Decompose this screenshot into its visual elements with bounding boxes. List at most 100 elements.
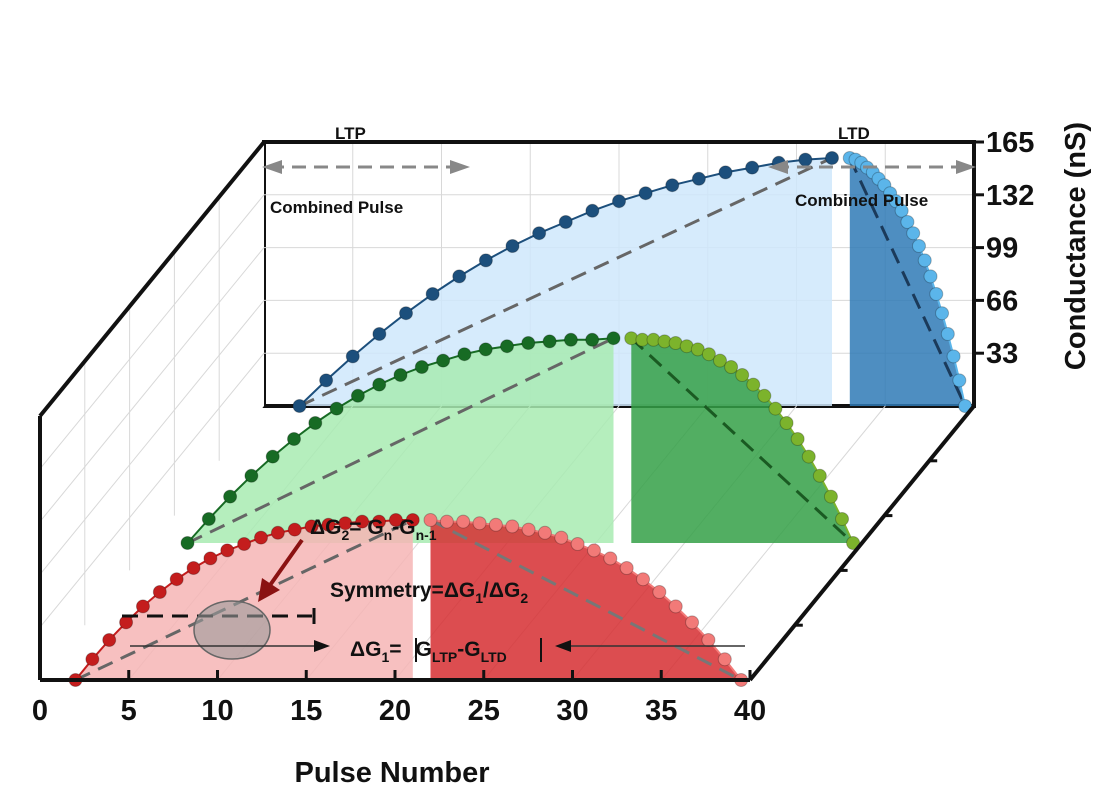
ltp-data-point: [457, 347, 472, 362]
ltd-data-point: [439, 514, 454, 529]
ltp-data-point: [718, 165, 733, 180]
ltp-data-point: [329, 401, 344, 416]
ltp-data-point: [638, 186, 653, 201]
delta-g2-pointer-head: [258, 578, 280, 602]
ltp-data-point: [201, 512, 216, 526]
ltd-data-point: [746, 377, 761, 392]
ltd-data-point: [906, 226, 921, 241]
y-axis-title: Conductance (nS): [1060, 122, 1092, 370]
ltp-data-point: [606, 331, 621, 346]
left-grid-h: [39, 352, 265, 628]
ltd-data-point: [735, 368, 750, 382]
x-axis-title: Pulse Number: [295, 757, 490, 789]
ltp-data-point: [287, 432, 301, 446]
tick-labels: 0 5 10 15 20 25 30 35 40 33 66 99 132 165: [32, 127, 1034, 727]
ltp-data-point: [478, 342, 493, 357]
ltd-data-point: [812, 468, 827, 483]
combined-pulse-left-label: Combined Pulse: [270, 198, 403, 217]
ltp-diagonal-guide: [298, 156, 833, 408]
x-tick-label: 15: [290, 695, 322, 727]
ltd-data-point: [768, 401, 783, 416]
ltp-data-point: [270, 525, 285, 540]
ltp-data-point: [691, 171, 706, 186]
left-wall: [40, 142, 264, 680]
delta-g2-pointer-arrow: [266, 538, 304, 590]
ltp-data-point: [414, 360, 429, 374]
ltd-data-point: [586, 543, 601, 558]
ltp-data-point: [745, 160, 760, 175]
ltp-data-point: [436, 353, 451, 368]
ltp-data-point: [350, 388, 365, 403]
ltp-data-point: [542, 334, 557, 349]
ltp-data-point: [85, 652, 100, 667]
ltd-data-point: [505, 519, 520, 534]
ltp-data-point: [393, 368, 408, 382]
ltd-data-point: [779, 416, 794, 430]
ltp-data-point: [265, 449, 280, 464]
ltd-data-point: [619, 561, 634, 575]
ltp-data-point: [345, 349, 360, 364]
ltd-data-point: [537, 525, 552, 540]
ltd-data-point: [929, 287, 944, 301]
y-tick-label: 33: [986, 338, 1018, 370]
highlight-ellipse: [193, 600, 271, 660]
ltp-data-point: [244, 468, 259, 483]
ltp-data-point: [388, 513, 403, 527]
ltd-data-point: [900, 215, 915, 229]
ltd-data-point: [923, 269, 938, 284]
ltp-data-point: [521, 336, 536, 350]
x-tick-label: 40: [734, 695, 766, 727]
ltp-data-point: [321, 517, 336, 532]
left-grid-h: [39, 247, 265, 522]
depth-axis-right: [748, 404, 976, 682]
ltd-data-point: [690, 342, 705, 357]
ltp-data-point: [399, 306, 413, 321]
diagonal-guides: [74, 156, 967, 682]
ltd-data-point: [823, 489, 838, 504]
ltp-label: LTP: [335, 124, 366, 143]
x-tick-label: 10: [201, 695, 233, 727]
ltp-data-point: [505, 239, 520, 253]
series-points: [68, 151, 973, 687]
ltd-data-point: [668, 599, 683, 614]
ltd-data-point: [603, 551, 618, 566]
combined-pulse-right-label: Combined Pulse: [795, 191, 928, 210]
ltd-data-point: [636, 572, 651, 587]
ltp-data-point: [355, 514, 370, 529]
left-grid-h: [39, 194, 265, 470]
ltp-data-point: [585, 203, 600, 218]
ltp-data-point: [425, 287, 440, 301]
combined-pulse-left-arrow: [262, 160, 470, 174]
ltp-data-point: [287, 522, 302, 537]
ltp-data-point: [135, 599, 150, 614]
ltp-diagonal-guide: [74, 518, 414, 682]
delta-g1-formula: ΔG1= GLTP-GLTD: [350, 638, 507, 665]
ltp-data-point: [119, 615, 134, 630]
ltd-data-point: [940, 327, 955, 341]
ltd-data-point: [835, 512, 850, 526]
ltp-data-point: [372, 327, 387, 341]
ltd-data-point: [952, 373, 967, 388]
ltd-data-point: [423, 513, 438, 527]
ltp-data-point: [253, 530, 268, 545]
left-grid-h: [39, 300, 265, 575]
ltd-data-point: [521, 522, 536, 537]
ltd-data-point: [717, 652, 732, 667]
ltp-data-point: [292, 399, 307, 413]
ltd-data-point: [570, 537, 585, 551]
ltp-data-point: [203, 551, 218, 566]
ltd-data-point: [456, 514, 471, 529]
y-tick-label: 165: [986, 127, 1034, 159]
ltp-data-point: [825, 151, 839, 165]
ltd-data-point: [917, 253, 932, 268]
combined-pulse-right-arrow: [768, 160, 976, 174]
ltp-data-point: [169, 572, 184, 587]
x-tick-label: 20: [379, 695, 411, 727]
ltd-data-point: [888, 194, 903, 209]
ltp-data-point: [186, 561, 201, 575]
y-tick-label: 132: [986, 180, 1034, 212]
x-tick-label: 0: [32, 695, 48, 727]
x-tick-label: 25: [468, 695, 500, 727]
ltd-data-point: [946, 349, 961, 364]
ltd-data-point: [652, 585, 667, 599]
